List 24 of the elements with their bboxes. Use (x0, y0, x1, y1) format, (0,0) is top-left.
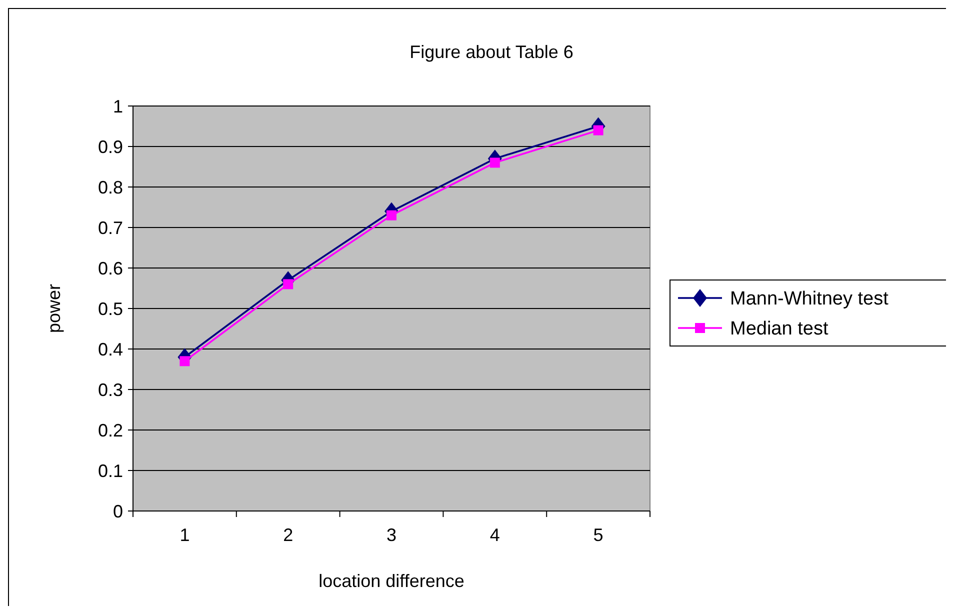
legend-label: Mann-Whitney test (730, 288, 890, 310)
x-tick-label: 1 (180, 525, 190, 545)
x-tick-label: 5 (593, 525, 604, 545)
y-tick-label: 0.4 (98, 339, 123, 360)
x-tick-label: 3 (386, 525, 397, 545)
y-tick-label: 0.1 (98, 460, 123, 481)
y-tick-label: 0.9 (98, 136, 123, 157)
y-tick-label: 0.2 (98, 420, 123, 440)
y-tick-label: 0 (112, 501, 123, 522)
point (386, 210, 396, 220)
y-tick-label: 0.7 (98, 218, 123, 238)
point (283, 279, 294, 290)
y-tick-label: 0.8 (98, 177, 123, 198)
x-tick-label: 4 (490, 525, 500, 545)
y-tick-label: 0.6 (98, 258, 123, 278)
legend-label: Median test (730, 318, 829, 340)
y-tick-label: 1 (112, 96, 123, 116)
point (490, 158, 500, 168)
y-tick-label: 0.5 (98, 298, 123, 319)
x-tick-label: 2 (283, 525, 294, 545)
x-axis-title: location difference (318, 571, 464, 591)
y-axis-title: power (44, 284, 64, 334)
chart-title: Figure about Table 6 (410, 42, 574, 62)
y-tick-label: 0.3 (98, 380, 123, 400)
